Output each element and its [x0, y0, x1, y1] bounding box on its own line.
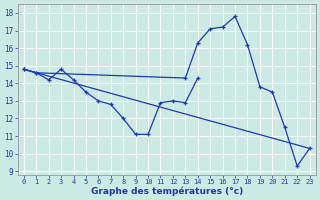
X-axis label: Graphe des températures (°c): Graphe des températures (°c)	[91, 186, 243, 196]
